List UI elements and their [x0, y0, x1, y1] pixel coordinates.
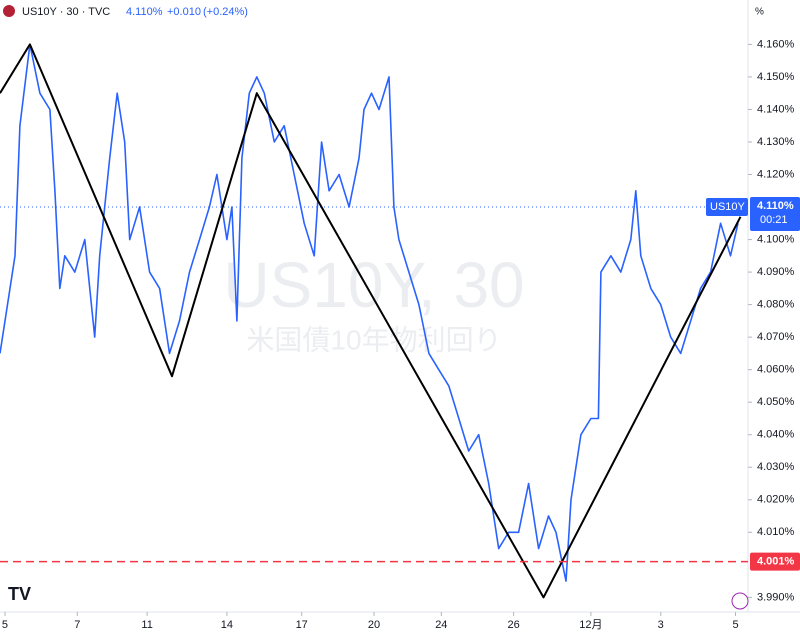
- y-tick-label: 4.060%: [757, 364, 795, 376]
- y-tick-label: 4.010%: [757, 526, 795, 538]
- alert-label: 4.001%: [757, 555, 795, 567]
- x-tick-label: 7: [74, 619, 80, 631]
- x-tick-label: 5: [732, 619, 738, 631]
- zigzag-line: [0, 43, 742, 599]
- price-tag-label: 4.110%: [757, 200, 794, 212]
- price: 4.110%: [126, 6, 163, 18]
- y-tick-label: 4.130%: [757, 136, 795, 148]
- y-tick-label: 4.100%: [757, 233, 795, 245]
- change: +0.010: [167, 6, 201, 18]
- y-tick-label: 4.160%: [757, 38, 795, 50]
- y-tick-label: 4.030%: [757, 461, 795, 473]
- y-tick-label: 4.150%: [757, 71, 795, 83]
- x-tick-label: 3: [658, 619, 664, 631]
- x-tick-label: 11: [141, 619, 152, 631]
- y-tick-label: 4.050%: [757, 396, 795, 408]
- y-tick-label: 4.090%: [757, 266, 795, 278]
- x-tick-label: 24: [435, 619, 447, 631]
- flag-icon: [3, 5, 15, 17]
- unit: %: [755, 7, 764, 18]
- x-tick-label: 5: [2, 619, 8, 631]
- x-tick-label: 12月: [579, 619, 602, 631]
- y-tick-label: 4.120%: [757, 168, 795, 180]
- x-tick-label: 17: [296, 619, 308, 631]
- symbol-tag: [706, 198, 748, 217]
- countdown: 00:21: [760, 214, 788, 226]
- icon[interactable]: [731, 592, 749, 610]
- watermark: US10Y, 30: [223, 249, 524, 321]
- x-tick-label: 26: [508, 619, 520, 631]
- series-line: [0, 43, 739, 582]
- y-tick-label: 4.070%: [757, 331, 795, 343]
- y-tick-label: 4.140%: [757, 103, 795, 115]
- x-tick-label: 20: [368, 619, 380, 631]
- symbol: US10Y · 30 · TVC: [22, 6, 110, 18]
- plot: 3.990% 4.010% 4.020% 4.030% 4.040% 4.050% 4.06…: [0, 38, 800, 631]
- alert-tag: [750, 552, 800, 571]
- price-tag: [750, 197, 800, 232]
- y-tick-label: 4.040%: [757, 429, 795, 441]
- symbol-tag-label: US10Y: [710, 201, 746, 213]
- y-tick-label: 3.990%: [757, 591, 795, 603]
- y-tick-label: 4.020%: [757, 494, 795, 506]
- y-tick-label: 4.080%: [757, 299, 795, 311]
- x-tick-label: 14: [221, 619, 233, 631]
- logo: TV: [8, 584, 31, 604]
- change-pct: (+0.24%): [203, 6, 248, 18]
- watermark-sub: 米国債10年物利回り: [246, 324, 501, 355]
